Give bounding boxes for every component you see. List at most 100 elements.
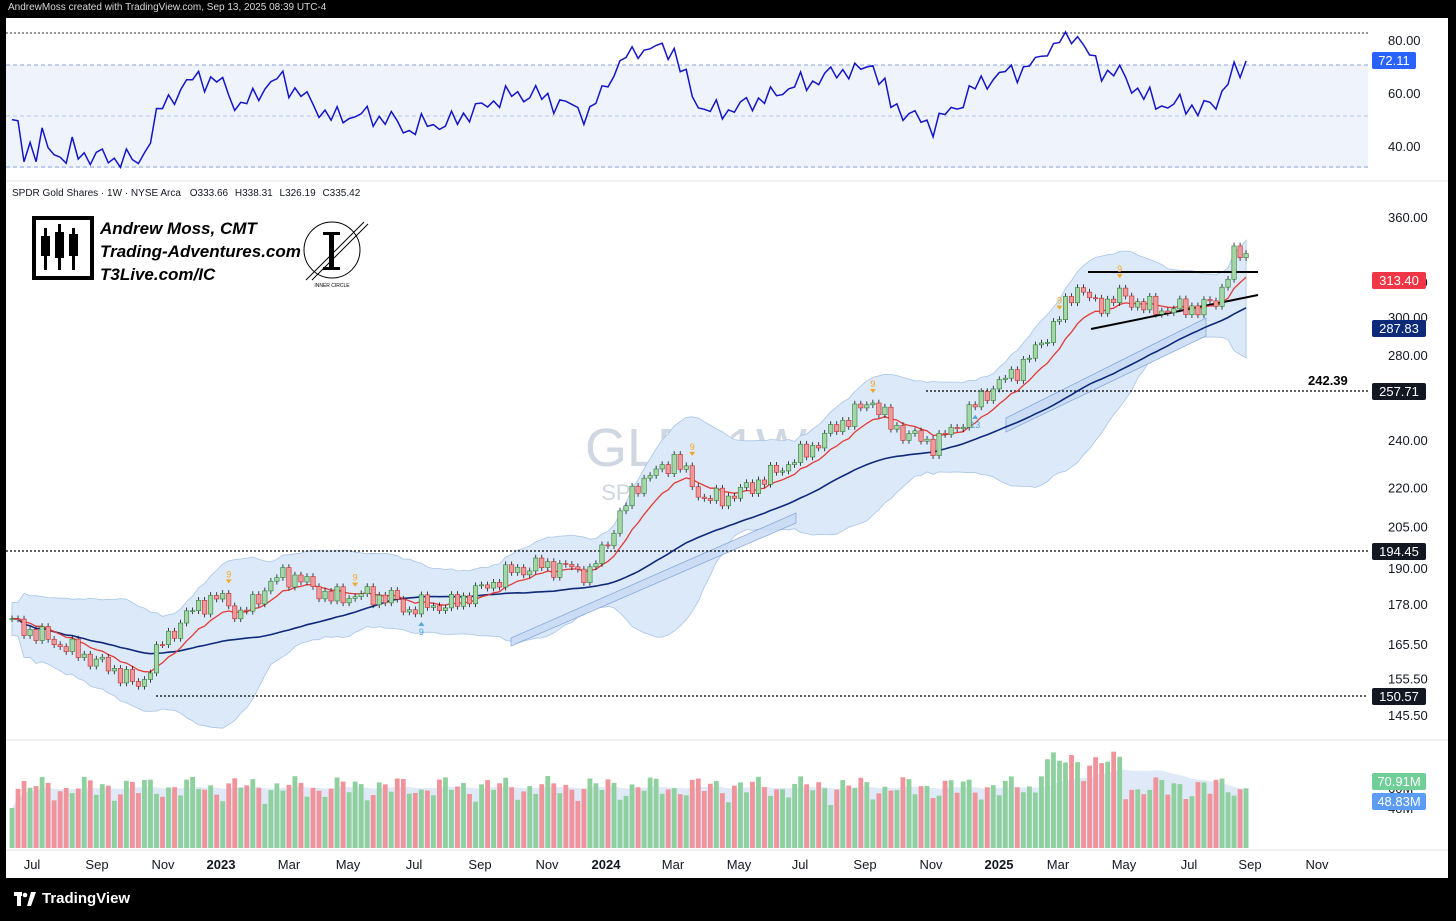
candle-139 [846,417,852,430]
candle-body [774,464,780,473]
td-up-arrow-1 [972,414,979,419]
volume-bar-159 [966,779,972,848]
volume-bar-175 [1063,762,1068,848]
candle-body [208,595,214,615]
volume-bar-165 [1002,780,1008,848]
candle-154 [936,430,942,459]
candle-72 [442,604,448,614]
candle-189 [1147,293,1153,314]
candle-body [1195,305,1201,316]
volume-bar-49 [304,796,310,848]
candle-158 [960,423,966,433]
volume-bar-202 [1225,792,1231,848]
candle-28 [178,619,184,642]
volume-bar-183 [1111,751,1117,848]
volume-bar-111 [677,794,683,848]
candle-174 [1056,316,1062,325]
volume-bar-102 [623,795,629,848]
candle-169 [1026,354,1032,363]
td-nine-3: 9 [870,379,875,389]
volume-bar-203 [1231,795,1237,848]
candle-body [1135,301,1141,308]
volume-bar-65 [400,778,406,848]
volume-bar-117 [713,781,719,848]
candle-42 [262,587,268,608]
candle-10 [69,635,75,655]
candle-body [99,656,105,660]
tradingview-logo[interactable]: TradingView [14,890,130,907]
td-nine-0: 9 [226,569,231,579]
candle-135 [822,429,828,452]
volume-bar-141 [858,777,864,848]
candle-64 [394,587,400,603]
candle-71 [436,602,442,614]
candle-body [45,626,51,640]
candle-body [1081,287,1087,293]
td-arrow-2 [689,451,696,456]
volume-bar-76 [467,794,472,848]
volume-bar-82 [503,777,509,848]
inner-circle-logo [303,221,369,281]
candle-17 [111,665,117,675]
candle-76 [467,592,473,608]
volume-bar-27 [172,787,177,848]
candle-36 [226,590,232,610]
candle-44 [274,574,280,585]
candle-140 [852,400,858,430]
candle-body [1111,298,1117,304]
candle-body [1099,297,1105,314]
sma-badge [1372,320,1426,337]
candle-body [599,544,605,564]
volume-bar-50 [310,787,316,848]
candle-body [39,626,45,641]
candle-body [340,586,346,604]
volume-bar-20 [130,781,135,848]
candle-body [196,600,202,612]
volume-bar-192 [1165,794,1171,848]
volume-bar-1 [15,788,21,848]
chart-area[interactable]: 80.00 60.00 40.00 72.11 SPDR Gold Shares ·… [6,18,1448,878]
candle-125 [761,476,767,488]
volume-bar-146 [888,790,894,848]
candle-body [527,570,533,576]
candle-162 [984,388,990,404]
tradingview-icon [14,891,36,906]
candle-107 [653,465,659,479]
candle-body [1014,369,1020,381]
volume-bar-38 [238,787,244,848]
volume-bar-168 [1020,792,1026,848]
candle-body [268,580,274,592]
volume-bar-12 [81,776,87,848]
volume-bar-197 [1195,782,1201,848]
candle-body [388,590,394,604]
volume-bar-166 [1008,776,1014,848]
candle-body [21,618,27,636]
volume-bar-204 [1237,789,1243,848]
candle-body [936,432,942,456]
volume-bar-167 [1014,787,1020,848]
candle-104 [635,482,641,497]
candle-40 [250,591,256,615]
volume-bar-184 [1117,756,1123,848]
candle-body [846,420,852,427]
candle-11 [75,635,81,661]
candle-body [1219,286,1225,307]
chart-svg[interactable]: 80.00 60.00 40.00 72.11 SPDR Gold Shares ·… [6,18,1448,878]
candle-body [840,420,846,432]
candle-body [1075,287,1081,304]
volume-bar-142 [864,782,870,848]
candle-body [430,605,436,608]
candle-96 [587,563,593,586]
candle-89 [545,558,551,572]
price-tick-7: 190.00 [1388,561,1428,576]
candle-body [725,495,731,507]
volume-bar-48 [298,782,304,848]
candle-200 [1213,297,1219,310]
candle-47 [292,571,298,591]
candle-133 [810,442,816,461]
candle-50 [310,573,316,590]
volume-bar-120 [732,785,737,848]
volume-bar-83 [509,787,515,848]
volume-bar-11 [75,788,81,848]
volume-bar-144 [876,793,882,848]
